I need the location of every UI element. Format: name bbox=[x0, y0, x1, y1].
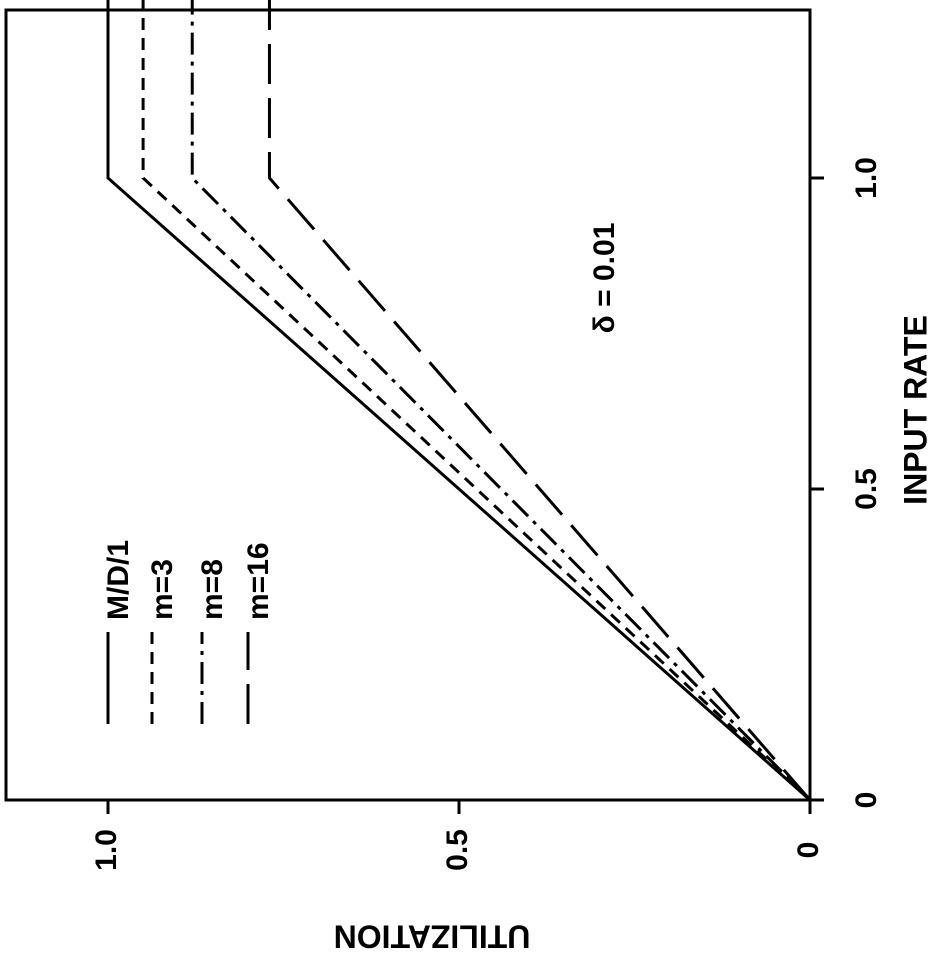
plot-area: 0 0.5 1.0 0 0.5 1.0 bbox=[4, 0, 883, 871]
legend-label: m=16 bbox=[242, 542, 275, 620]
series-line-m-8 bbox=[190, 0, 812, 802]
x-tick-label: 0.5 bbox=[850, 468, 883, 510]
delta-annotation: δ = 0.01 bbox=[588, 223, 621, 334]
legend-label: M/D/1 bbox=[102, 540, 135, 620]
series-line-m-16 bbox=[267, 0, 812, 801]
y-tick-label: 0.5 bbox=[441, 829, 474, 871]
series-line-m-3 bbox=[141, 0, 812, 802]
series-line-m-d-1 bbox=[106, 0, 811, 802]
legend: M/D/1 m=3 m=8 m=16 bbox=[102, 540, 275, 724]
y-tick-label: 0 bbox=[792, 842, 825, 859]
plot-frame bbox=[4, 8, 812, 802]
legend-label: m=3 bbox=[146, 559, 179, 620]
legend-label: m=8 bbox=[196, 559, 229, 620]
y-axis-label: UTILIZATION bbox=[334, 919, 531, 955]
x-axis-label: INPUT RATE bbox=[897, 315, 933, 505]
x-tick-label: 1.0 bbox=[850, 157, 883, 199]
x-tick-label: 0 bbox=[850, 792, 883, 809]
y-tick-label: 1.0 bbox=[90, 829, 123, 871]
